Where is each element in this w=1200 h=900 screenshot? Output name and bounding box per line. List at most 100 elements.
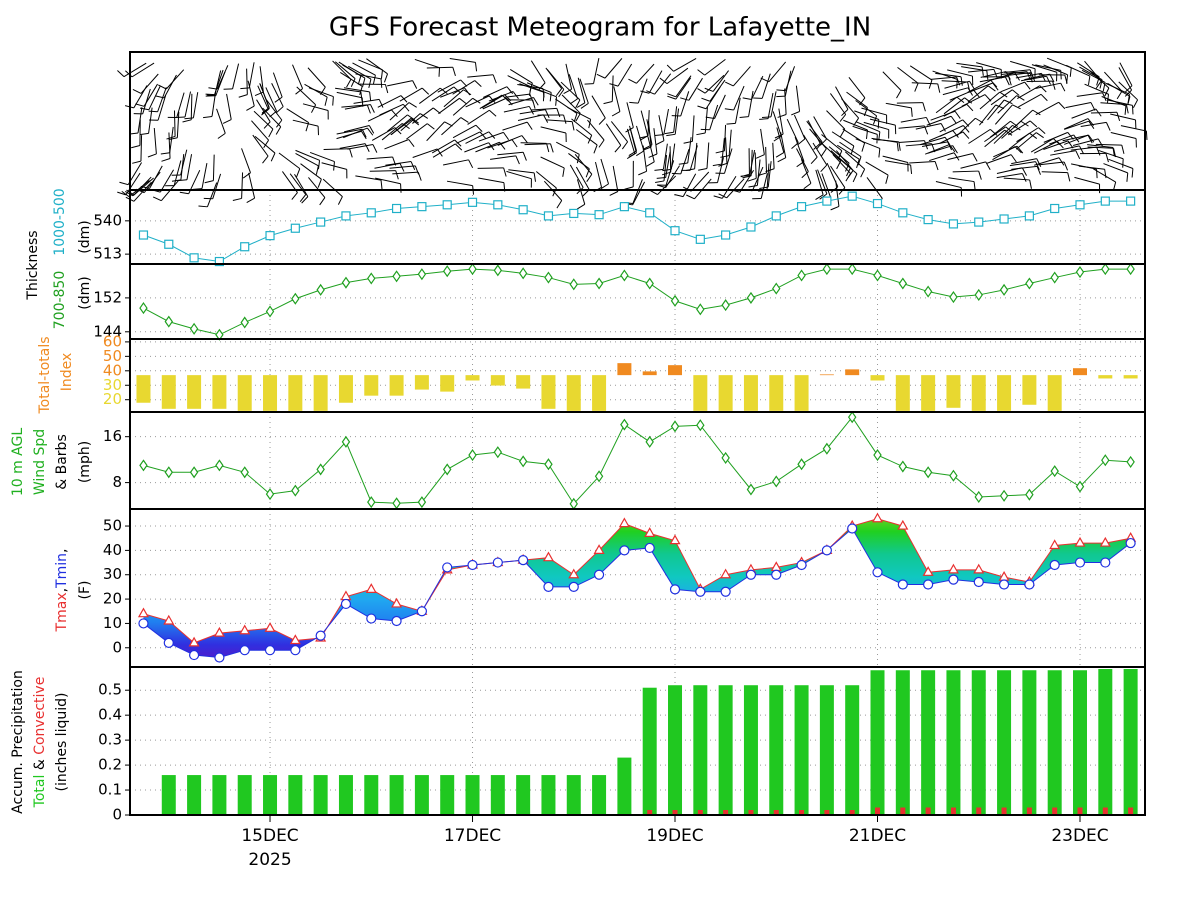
- barb: [140, 135, 143, 162]
- marker: [822, 196, 832, 206]
- marker: [468, 449, 477, 462]
- barb-flag: [222, 119, 232, 124]
- barb-flag: [1131, 168, 1134, 178]
- barb-flag: [506, 86, 514, 94]
- barb: [323, 148, 350, 151]
- barb: [507, 75, 532, 88]
- barb-flag: [203, 115, 213, 119]
- marker: [1100, 196, 1110, 206]
- barb: [1095, 143, 1122, 146]
- barb: [503, 105, 530, 113]
- bar: [950, 807, 956, 815]
- marker: [164, 315, 174, 328]
- barb-flag: [1063, 161, 1069, 171]
- barb: [1079, 66, 1103, 81]
- marker: [1075, 200, 1085, 210]
- barb: [190, 93, 193, 120]
- marker: [720, 586, 731, 597]
- barb: [780, 132, 787, 158]
- barb-flag: [1035, 132, 1044, 139]
- barb: [262, 107, 282, 128]
- barb-flag: [176, 116, 186, 118]
- barb-flag: [639, 135, 649, 139]
- barb: [343, 125, 370, 133]
- barb: [399, 87, 423, 102]
- barb: [600, 158, 610, 185]
- barb: [921, 141, 948, 148]
- barb-flag: [301, 196, 309, 204]
- barb-flag: [366, 127, 374, 136]
- barb-flag: [948, 144, 956, 153]
- barb-flag: [369, 91, 372, 101]
- barb: [898, 140, 925, 143]
- marker: [467, 197, 478, 207]
- barb: [821, 142, 842, 162]
- barb-flag: [1106, 94, 1110, 104]
- marker: [797, 269, 806, 282]
- barb: [662, 143, 668, 170]
- barb: [339, 72, 363, 87]
- barb: [673, 57, 697, 72]
- barb-flag: [549, 92, 552, 102]
- barb-flag: [950, 115, 957, 124]
- bar: [288, 375, 303, 411]
- marker: [1101, 263, 1110, 276]
- barb-flag: [969, 80, 975, 90]
- y-tick-label: 60: [103, 332, 122, 350]
- barb: [926, 115, 952, 126]
- marker: [366, 208, 376, 218]
- barb: [629, 125, 638, 152]
- bar: [187, 375, 202, 409]
- marker: [518, 555, 529, 566]
- marker: [999, 283, 1009, 296]
- barb: [481, 94, 505, 109]
- barb: [960, 161, 986, 169]
- barb: [490, 155, 516, 160]
- barb-flag: [310, 104, 317, 113]
- barb: [947, 153, 973, 161]
- barb-flag: [1058, 101, 1066, 110]
- barb-flag: [757, 172, 767, 177]
- barb: [508, 97, 534, 106]
- barb: [1071, 108, 1097, 119]
- marker: [695, 234, 705, 244]
- barb-flag: [999, 91, 1008, 98]
- bar: [1098, 668, 1113, 815]
- barb: [389, 165, 416, 169]
- barb-flag: [720, 155, 730, 158]
- bar: [925, 807, 931, 815]
- bar: [845, 369, 860, 376]
- barb: [768, 61, 787, 83]
- barb: [201, 163, 208, 189]
- barb-flag: [1021, 173, 1027, 182]
- y-tick-label: 30: [103, 565, 122, 583]
- bar: [490, 775, 505, 815]
- barb-flag: [391, 109, 398, 118]
- barb-flag: [366, 104, 371, 114]
- y-label: Accum. Precipitation: [10, 670, 26, 814]
- barb-flag: [655, 140, 665, 146]
- barb-flag: [810, 156, 818, 165]
- unit-label: (inches liquid): [54, 693, 70, 792]
- marker: [239, 624, 251, 635]
- barb-flag: [121, 190, 130, 198]
- barb-flag: [820, 164, 828, 173]
- barb: [1001, 120, 1022, 139]
- y-label: & Barbs: [54, 434, 70, 490]
- barb: [956, 62, 983, 68]
- barb-flag: [460, 117, 469, 123]
- upper-air-barbs: [117, 57, 1148, 211]
- marker: [923, 579, 934, 590]
- barb: [1062, 134, 1089, 142]
- marker: [442, 200, 452, 210]
- barb: [689, 145, 698, 171]
- barb-flag: [588, 119, 592, 129]
- series-label: 700-850: [52, 271, 68, 330]
- barb: [1009, 161, 1036, 167]
- barb: [605, 123, 622, 146]
- barb-flag: [1036, 166, 1041, 175]
- barb: [765, 146, 768, 173]
- barb: [884, 160, 911, 166]
- barb: [381, 123, 403, 141]
- barb: [637, 78, 648, 104]
